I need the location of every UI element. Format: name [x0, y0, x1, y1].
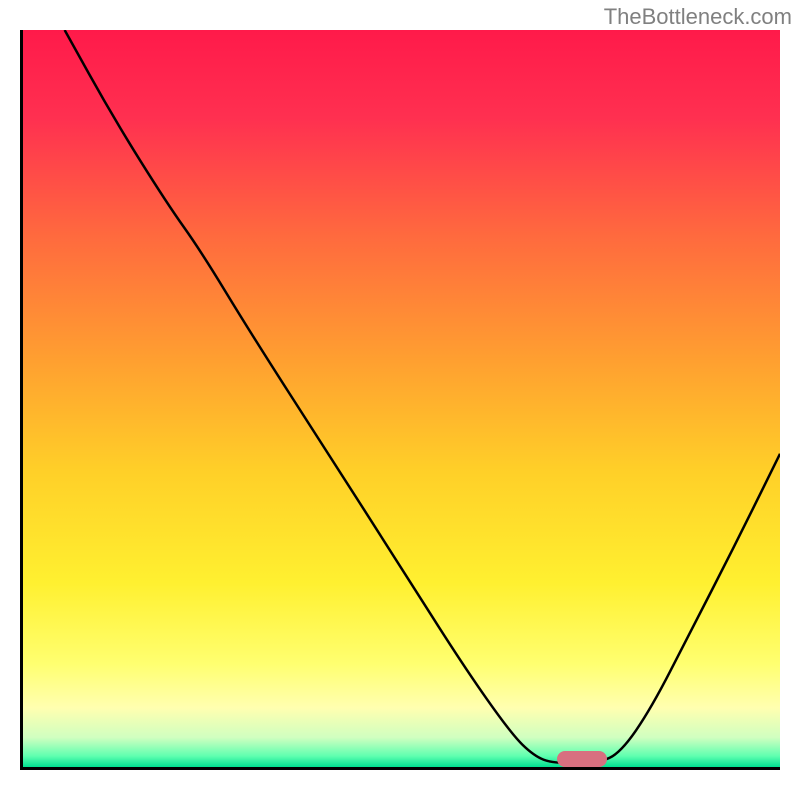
optimal-marker [557, 751, 607, 767]
chart-plot-area [20, 30, 780, 770]
watermark-text: TheBottleneck.com [604, 4, 792, 30]
chart-curve [23, 30, 780, 767]
